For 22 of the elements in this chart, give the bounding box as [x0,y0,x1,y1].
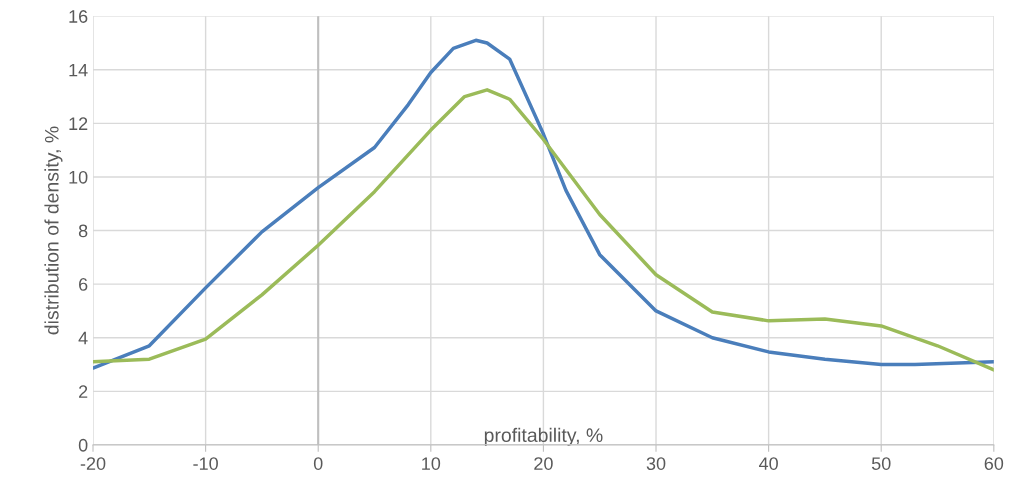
y-tick-label: 8 [78,224,88,238]
x-tick-label: -10 [193,457,218,470]
x-tick-label: 0 [313,457,323,470]
y-tick-label: 4 [78,331,88,345]
y-tick-label: 2 [79,385,88,398]
y-tick-label: 10 [69,170,88,184]
x-tick-label: 50 [871,457,891,470]
x-tick-label: -20 [80,457,106,470]
x-tick-label: 60 [984,457,1004,470]
line-series [93,38,994,370]
y-tick-label: 14 [69,63,88,77]
x-tick-label: 20 [534,457,553,470]
y-axis-title: distribution of density, % [44,126,63,335]
y-tick-label: 16 [69,10,88,23]
y-tick-label: 6 [79,278,88,291]
x-tick-label: 40 [758,457,778,470]
y-tick-label: 0 [78,438,88,452]
line-series [93,88,994,372]
x-axis-title: profitability, % [484,427,603,446]
y-tick-label: 12 [69,117,88,130]
x-tick-label: 30 [646,457,666,470]
x-tick-label: 10 [422,457,441,470]
